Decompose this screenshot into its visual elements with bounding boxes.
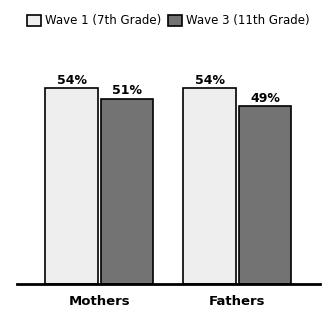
Bar	[183, 89, 236, 284]
Bar	[101, 99, 153, 284]
Bar	[46, 89, 98, 284]
Legend: Wave 1 (7th Grade), Wave 3 (11th Grade): Wave 1 (7th Grade), Wave 3 (11th Grade)	[24, 12, 313, 30]
Text: 54%: 54%	[195, 74, 225, 87]
Text: 49%: 49%	[250, 92, 280, 105]
Bar	[239, 107, 291, 284]
Text: 51%: 51%	[112, 84, 142, 98]
Text: 54%: 54%	[57, 74, 87, 87]
